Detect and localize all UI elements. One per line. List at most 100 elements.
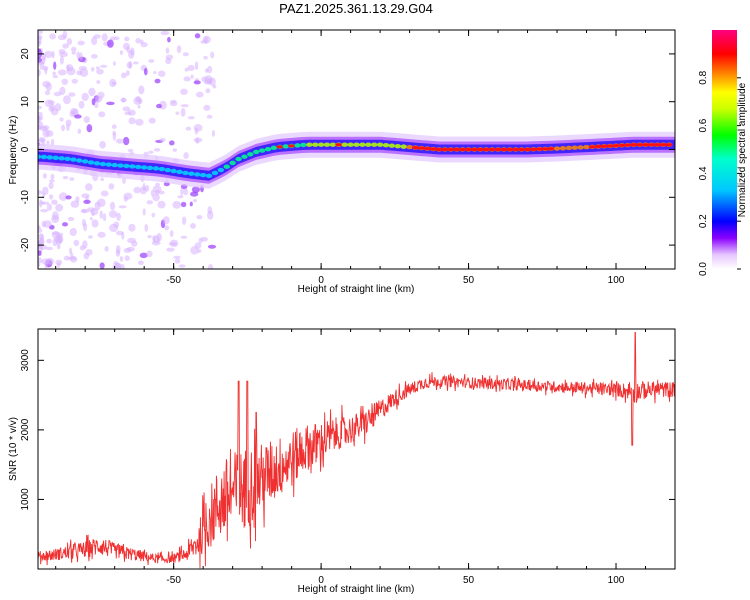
spectral-noise-blob <box>62 43 69 49</box>
spectral-noise-blob <box>88 87 96 97</box>
spectral-noise-blob <box>180 235 188 239</box>
ridge-core <box>247 152 254 157</box>
spectral-noise-blob <box>193 137 203 143</box>
x-tick-label: -50 <box>166 275 181 286</box>
spectral-noise-blob <box>69 255 78 263</box>
spectral-noise-blob <box>128 117 136 125</box>
spectral-noise-blob <box>197 249 202 253</box>
spectral-noise-blob <box>102 213 107 222</box>
spectral-noise-blob <box>38 257 42 264</box>
ridge-core <box>559 146 567 151</box>
spectral-noise-blob <box>190 74 194 79</box>
ridge-peak <box>606 144 614 148</box>
spectral-noise-blob <box>165 57 172 65</box>
spectral-noise-blob <box>162 216 170 225</box>
ridge-peak <box>665 143 673 147</box>
spectral-noise-blob <box>192 199 197 203</box>
spectral-noise-blob <box>38 237 45 246</box>
spectral-noise-blob <box>189 223 196 229</box>
y-tick-label: 20 <box>20 48 31 60</box>
spectral-noise-blob <box>185 126 192 131</box>
spectral-noise-blob <box>187 116 195 120</box>
spectral-noise-blob <box>100 177 104 182</box>
colorbar-label: Normalized spectral amplitude <box>737 82 748 217</box>
spectral-noise-blob <box>164 225 170 231</box>
ridge-core <box>188 171 195 176</box>
spectral-noise-blob <box>184 67 189 72</box>
ridge-core <box>170 168 177 174</box>
ridge-core <box>382 142 390 148</box>
spectral-noise-blob <box>38 105 43 110</box>
spectral-noise-blob <box>57 69 67 76</box>
spectral-noise-blob <box>135 37 141 44</box>
spectral-noise-blob <box>83 116 90 124</box>
ridge-core <box>388 143 396 148</box>
spectral-noise-blob <box>122 42 130 51</box>
spectrogram-heatmap <box>38 30 675 269</box>
spectral-noise-blob <box>147 234 152 239</box>
x-tick-label: -50 <box>166 575 181 586</box>
spectral-noise-blob <box>120 97 127 103</box>
spectral-noise-blob <box>116 230 124 236</box>
spectral-noise-blob <box>38 30 44 35</box>
spectral-noise-blob <box>153 71 157 75</box>
spectral-noise-blob <box>51 231 60 239</box>
spectral-noise-blob <box>151 212 156 218</box>
ridge-core <box>164 167 171 173</box>
spectral-noise-blob <box>38 40 42 45</box>
spectral-noise-blob <box>61 78 69 85</box>
spectral-noise-blob <box>77 128 82 135</box>
spectral-noise-blob <box>91 98 96 106</box>
spectral-noise-blob <box>123 248 132 253</box>
x-tick-label: 50 <box>463 575 475 586</box>
spectral-noise-blob <box>169 140 175 146</box>
spectral-noise-blob <box>94 103 99 109</box>
ridge-core <box>258 148 266 153</box>
ridge-core <box>394 143 401 149</box>
spectral-noise-blob <box>41 258 50 265</box>
spectral-noise-blob <box>71 46 77 53</box>
spectral-noise-blob <box>69 177 75 181</box>
spectral-noise-blob <box>203 55 208 60</box>
spectral-noise-blob <box>59 117 64 122</box>
ridge-core <box>205 173 213 178</box>
spectral-noise-blob <box>152 193 160 202</box>
spectral-noise-blob <box>48 181 54 190</box>
ridge-core <box>282 144 289 149</box>
ridge-core <box>341 142 348 147</box>
spectrogram-y-label: Frequency (Hz) <box>8 116 19 185</box>
snr-axes: -50 0 50 100 1000 2000 3000 <box>20 329 676 586</box>
spectral-noise-blob <box>50 138 55 146</box>
y-tick-label: 1000 <box>20 488 31 511</box>
x-tick-label: 0 <box>318 275 324 286</box>
ridge-core <box>152 166 160 171</box>
ridge-core <box>306 142 313 147</box>
spectral-noise-blob <box>90 67 95 72</box>
spectral-noise-blob <box>143 67 148 76</box>
ridge-core <box>406 144 413 150</box>
ridge-core <box>158 166 166 172</box>
colorbar-tick-label: 0.0 <box>698 262 709 276</box>
spectral-noise-blob <box>180 108 186 117</box>
spectral-noise-blob <box>187 64 195 72</box>
spectral-noise-blob <box>99 210 104 219</box>
spectral-noise-blob <box>207 65 213 74</box>
ridge-peak <box>482 147 490 152</box>
spectral-noise-blob <box>111 124 117 130</box>
spectral-noise-blob <box>151 240 161 246</box>
ridge-peak <box>476 147 484 152</box>
spectral-noise-blob <box>45 246 54 251</box>
spectral-noise-blob <box>44 99 53 108</box>
spectral-noise-blob <box>166 247 175 252</box>
spectral-noise-blob <box>212 84 217 89</box>
spectral-noise-blob <box>172 200 181 209</box>
ridge-core <box>182 170 189 176</box>
spectral-noise-blob <box>122 106 131 112</box>
ridge-core <box>135 164 142 170</box>
ridge-core <box>329 142 337 147</box>
spectral-noise-blob <box>58 192 68 201</box>
ridge-peak <box>417 146 425 150</box>
spectral-noise-blob <box>86 207 96 212</box>
spectral-noise-blob <box>144 223 149 232</box>
